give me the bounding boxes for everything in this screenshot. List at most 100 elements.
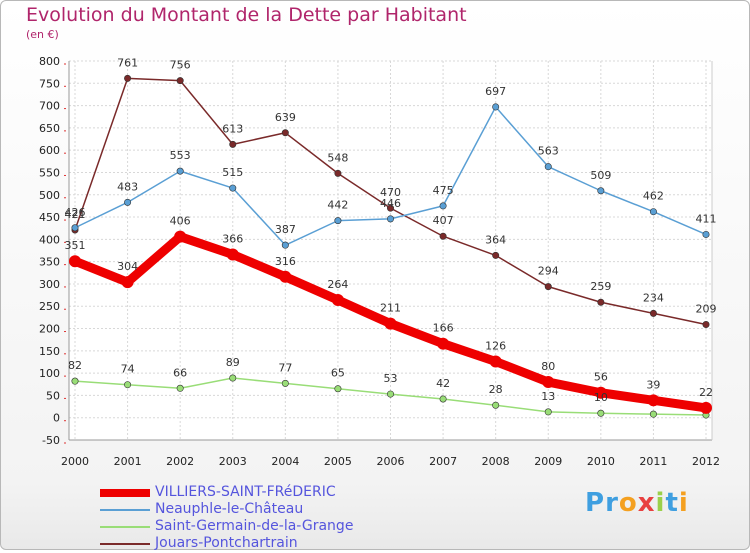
data-label: 351 — [65, 239, 86, 252]
data-point — [437, 337, 450, 350]
data-label: 39 — [646, 378, 660, 391]
data-label: 294 — [538, 265, 559, 278]
data-point — [439, 202, 447, 210]
data-point — [71, 224, 79, 232]
y-tick-label: 750 — [39, 77, 60, 90]
data-label: 166 — [433, 322, 454, 335]
x-tick-label: 2008 — [482, 455, 510, 468]
data-label: 462 — [643, 190, 664, 203]
y-tick-label: 350 — [39, 256, 60, 269]
data-point — [281, 129, 289, 137]
data-point — [334, 385, 342, 393]
y-tick-label: -50 — [42, 434, 60, 447]
legend-label: Neauphle-le-Château — [155, 501, 304, 517]
data-point — [594, 386, 607, 399]
data-point — [229, 140, 237, 148]
legend-swatch — [100, 509, 150, 511]
data-point — [124, 198, 132, 206]
data-point — [489, 355, 502, 368]
data-label: 426 — [65, 206, 86, 219]
data-label: 364 — [485, 233, 506, 246]
data-point — [121, 276, 134, 289]
data-point — [386, 204, 394, 212]
data-point — [384, 317, 397, 330]
data-label: 756 — [170, 59, 191, 72]
x-tick-label: 2007 — [429, 455, 457, 468]
data-label: 475 — [433, 184, 454, 197]
data-label: 126 — [485, 340, 506, 353]
data-label: 66 — [173, 366, 187, 379]
data-label: 366 — [222, 233, 243, 246]
data-label: 82 — [68, 359, 82, 372]
data-point — [229, 374, 237, 382]
data-label: 563 — [538, 145, 559, 158]
data-label: 89 — [226, 356, 240, 369]
data-label: 421 — [65, 208, 86, 221]
x-tick-label: 2009 — [534, 455, 562, 468]
data-point — [597, 409, 605, 417]
y-tick-label: 200 — [39, 323, 60, 336]
y-tick-label: 400 — [39, 233, 60, 246]
data-point — [174, 230, 187, 243]
y-tick-label: 50 — [46, 389, 60, 402]
data-label: 470 — [380, 186, 401, 199]
data-point — [492, 401, 500, 409]
data-label: 509 — [590, 169, 611, 182]
y-tick-label: 600 — [39, 144, 60, 157]
data-point — [649, 410, 657, 418]
logo-letter: r — [605, 488, 619, 518]
data-point — [597, 298, 605, 306]
x-tick-label: 2005 — [324, 455, 352, 468]
legend-label: Jouars-Pontchartrain — [155, 535, 298, 551]
data-point — [702, 230, 710, 238]
logo-letter: i — [655, 488, 666, 518]
y-tick-label: 650 — [39, 122, 60, 135]
data-point — [69, 255, 81, 268]
data-label: 42 — [436, 377, 450, 390]
data-point — [597, 187, 605, 195]
x-tick-label: 2002 — [166, 455, 194, 468]
data-label: 761 — [117, 56, 138, 69]
data-label: 407 — [433, 214, 454, 227]
x-tick-label: 2011 — [639, 455, 667, 468]
data-label: 264 — [327, 278, 348, 291]
y-tick-label: 450 — [39, 211, 60, 224]
data-label: 515 — [222, 166, 243, 179]
data-point — [439, 232, 447, 240]
data-label: 234 — [643, 291, 664, 304]
y-tick-label: 550 — [39, 166, 60, 179]
y-tick-label: 700 — [39, 100, 60, 113]
y-tick-label: 250 — [39, 300, 60, 313]
data-point — [71, 377, 79, 385]
data-label: 387 — [275, 223, 296, 236]
data-point — [544, 408, 552, 416]
x-tick-label: 2012 — [692, 455, 720, 468]
data-point — [439, 395, 447, 403]
logo-letter: i — [678, 488, 689, 518]
x-tick-label: 2001 — [114, 455, 142, 468]
logo-letter: t — [665, 488, 679, 518]
data-point — [492, 103, 500, 111]
x-tick-label: 2010 — [587, 455, 615, 468]
y-tick-label: 150 — [39, 345, 60, 358]
data-point — [700, 401, 712, 414]
axes: -50 0 50 100 150 200 250 300 350 400 450 500 550 600 6… — [39, 55, 720, 468]
data-label: 10 — [594, 391, 608, 404]
data-point — [492, 251, 500, 259]
data-label: 483 — [117, 180, 138, 193]
data-label: 613 — [222, 122, 243, 135]
data-point — [176, 384, 184, 392]
data-label: 65 — [331, 367, 345, 380]
data-point — [279, 270, 292, 283]
legend-label: VILLIERS-SAINT-FRéDERIC — [155, 484, 336, 500]
data-label: 446 — [380, 197, 401, 210]
data-label: 53 — [384, 372, 398, 385]
y-tick-label: 500 — [39, 189, 60, 202]
data-label: 411 — [696, 212, 717, 225]
data-point — [544, 163, 552, 171]
data-label: 22 — [699, 386, 713, 399]
x-tick-label: 2004 — [271, 455, 299, 468]
data-point — [176, 77, 184, 85]
data-point — [649, 208, 657, 216]
